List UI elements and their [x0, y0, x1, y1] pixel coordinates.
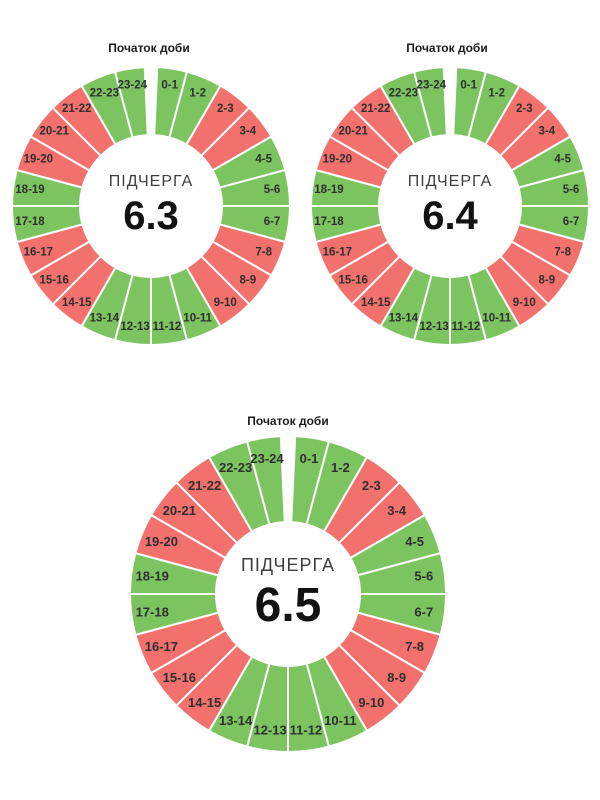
segment-label-21-22-6.4: 21-22	[361, 103, 390, 115]
segment-label-3-4-6.5: 3-4	[387, 503, 407, 518]
segment-label-14-15-6.4: 14-15	[361, 297, 391, 309]
segment-label-3-4-6.4: 3-4	[538, 126, 555, 138]
segment-label-17-18-6.3: 17-18	[15, 216, 45, 228]
segment-label-6-7-6.5: 6-7	[414, 604, 433, 619]
segment-label-13-14-6.4: 13-14	[389, 313, 419, 325]
segment-label-10-11-6.5: 10-11	[324, 713, 357, 728]
segment-label-7-8-6.5: 7-8	[405, 639, 424, 654]
segment-label-5-6-6.5: 5-6	[414, 569, 433, 584]
segment-label-4-5-6.5: 4-5	[405, 534, 424, 549]
segment-label-19-20-6.3: 19-20	[24, 153, 53, 165]
segment-label-0-1-6.4: 0-1	[460, 79, 477, 91]
segment-label-18-19-6.3: 18-19	[15, 184, 44, 196]
segment-label-12-13-6.5: 12-13	[253, 722, 286, 737]
segment-label-1-2-6.3: 1-2	[189, 87, 206, 99]
segment-23-24-6.4	[413, 66, 448, 139]
segment-label-7-8-6.3: 7-8	[255, 247, 272, 259]
donut-center-6-5: ПІДЧЕРГА 6.5	[241, 555, 335, 633]
segment-label-11-12-6.4: 11-12	[452, 321, 481, 333]
subqueue-label: ПІДЧЕРГА	[108, 172, 194, 190]
segment-label-16-17-6.3: 16-17	[24, 247, 53, 259]
segment-label-15-16-6.5: 15-16	[163, 670, 196, 685]
segment-label-11-12-6.3: 11-12	[153, 321, 182, 333]
segment-label-8-9-6.3: 8-9	[239, 274, 256, 286]
segment-label-6-7-6.3: 6-7	[264, 216, 281, 228]
segment-label-9-10-6.5: 9-10	[358, 695, 384, 710]
segment-23-24-6.3	[114, 66, 149, 139]
segment-label-22-23-6.4: 22-23	[389, 87, 418, 99]
segment-label-1-2-6.4: 1-2	[488, 87, 505, 99]
segment-label-7-8-6.4: 7-8	[554, 247, 571, 259]
segment-label-20-21-6.3: 20-21	[39, 126, 69, 138]
segment-label-22-23-6.3: 22-23	[90, 87, 119, 99]
segment-label-9-10-6.4: 9-10	[513, 297, 536, 309]
subqueue-number: 6.4	[422, 194, 478, 239]
segment-label-8-9-6.5: 8-9	[387, 670, 406, 685]
segment-label-14-15-6.3: 14-15	[62, 297, 92, 309]
donut-center-6-4: ПІДЧЕРГА 6.4	[408, 173, 493, 239]
segment-label-13-14-6.3: 13-14	[90, 313, 120, 325]
segment-label-0-1-6.5: 0-1	[300, 451, 319, 466]
segment-label-2-3-6.3: 2-3	[217, 103, 234, 115]
segment-label-8-9-6.4: 8-9	[538, 274, 555, 286]
segment-label-15-16-6.3: 15-16	[39, 274, 68, 286]
donut-ring-6-3: 0-1 1-2 2-3 3-4 4-5 5-6 6-7 7-8 8-99-1010-1111-1…	[11, 66, 291, 346]
segment-23-24-6.5	[246, 435, 286, 526]
start-of-day-label-6-5: Початок доби	[247, 414, 329, 428]
segment-label-0-1-6.3: 0-1	[161, 79, 178, 91]
donut-ring-6-4: 0-1 1-2 2-3 3-4 4-5 5-6 6-7 7-8 8-99-1010-1111-1…	[310, 66, 590, 346]
subqueue-number: 6.3	[123, 194, 179, 239]
segment-label-15-16-6.4: 15-16	[338, 274, 367, 286]
segment-label-23-24-6.3: 23-24	[118, 79, 148, 91]
segment-label-16-17-6.4: 16-17	[323, 247, 352, 259]
subqueue-label: ПІДЧЕРГА	[240, 555, 336, 576]
segment-label-19-20-6.5: 19-20	[145, 534, 178, 549]
donut-ring-6-5: 0-1 1-2 2-3 3-4 4-5 5-6 6-7 7-8 8-99-1010-1111-1…	[129, 435, 447, 753]
segment-label-4-5-6.4: 4-5	[554, 153, 571, 165]
segment-label-12-13-6.3: 12-13	[120, 321, 149, 333]
segment-label-19-20-6.4: 19-20	[323, 153, 352, 165]
segment-label-21-22-6.3: 21-22	[62, 103, 91, 115]
segment-label-18-19-6.4: 18-19	[314, 184, 343, 196]
segment-label-11-12-6.5: 11-12	[290, 722, 323, 737]
segment-label-12-13-6.4: 12-13	[419, 321, 448, 333]
start-of-day-label-6-3: Початок доби	[108, 41, 190, 55]
segment-label-9-10-6.3: 9-10	[214, 297, 237, 309]
subqueue-number: 6.5	[254, 578, 322, 632]
segment-label-23-24-6.4: 23-24	[417, 79, 447, 91]
segment-label-10-11-6.3: 10-11	[183, 313, 212, 325]
segment-label-13-14-6.5: 13-14	[219, 713, 253, 728]
segment-label-5-6-6.3: 5-6	[264, 184, 281, 196]
donut-center-6-3: ПІДЧЕРГА 6.3	[109, 173, 194, 239]
segment-label-1-2-6.5: 1-2	[331, 460, 350, 475]
segment-label-23-24-6.5: 23-24	[250, 451, 284, 466]
segment-label-22-23-6.5: 22-23	[219, 460, 252, 475]
segment-label-20-21-6.4: 20-21	[338, 126, 368, 138]
subqueue-label: ПІДЧЕРГА	[407, 172, 493, 190]
segment-label-2-3-6.4: 2-3	[516, 103, 533, 115]
segment-label-4-5-6.3: 4-5	[255, 153, 272, 165]
segment-label-2-3-6.5: 2-3	[362, 478, 381, 493]
segment-label-17-18-6.4: 17-18	[314, 216, 344, 228]
segment-label-21-22-6.5: 21-22	[188, 478, 221, 493]
segment-label-14-15-6.5: 14-15	[188, 695, 221, 710]
segment-label-18-19-6.5: 18-19	[136, 569, 169, 584]
segment-label-6-7-6.4: 6-7	[563, 216, 580, 228]
segment-label-10-11-6.4: 10-11	[482, 313, 511, 325]
segment-label-3-4-6.3: 3-4	[239, 126, 256, 138]
segment-label-5-6-6.4: 5-6	[563, 184, 580, 196]
segment-label-16-17-6.5: 16-17	[145, 639, 178, 654]
segment-label-17-18-6.5: 17-18	[136, 604, 169, 619]
segment-label-20-21-6.5: 20-21	[163, 503, 196, 518]
start-of-day-label-6-4: Початок доби	[406, 41, 488, 55]
